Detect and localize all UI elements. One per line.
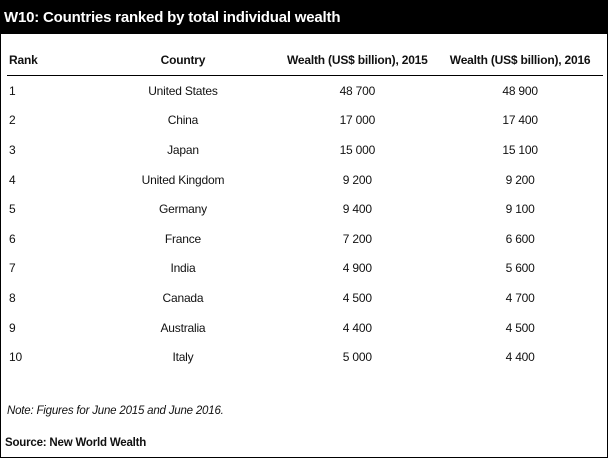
wealth-2016-cell: 17 400 — [502, 113, 538, 128]
table-row: 9 Australia 4 400 4 500 — [7, 313, 603, 343]
rank-cell: 8 — [9, 290, 16, 305]
country-cell: United Kingdom — [141, 172, 225, 187]
country-cell: India — [170, 261, 196, 276]
rank-cell: 5 — [9, 202, 16, 217]
rank-cell: 7 — [9, 261, 16, 276]
wealth-2016-cell: 4 400 — [505, 350, 535, 365]
table-row: 8 Canada 4 500 4 700 — [7, 283, 603, 313]
rank-cell: 2 — [9, 113, 16, 128]
rank-cell: 6 — [9, 231, 16, 246]
table-source: Source: New World Wealth — [5, 437, 147, 449]
wealth-2015-cell: 9 400 — [342, 202, 372, 217]
wealth-2016-cell: 48 900 — [502, 83, 538, 98]
country-cell: Italy — [172, 350, 194, 365]
table-row: 4 United Kingdom 9 200 9 200 — [7, 165, 603, 195]
table-row: 5 Germany 9 400 9 100 — [7, 194, 603, 224]
country-cell: Japan — [167, 142, 199, 157]
wealth-2015-cell: 15 000 — [339, 142, 376, 157]
country-cell: France — [164, 231, 202, 246]
column-header-wealth-2016: Wealth (US$ billion), 2016 — [437, 44, 603, 76]
wealth-2016-cell: 15 100 — [502, 142, 538, 157]
country-cell: China — [167, 113, 199, 128]
wealth-2015-cell: 5 000 — [342, 350, 372, 365]
rank-cell: 1 — [9, 83, 16, 98]
country-cell: United States — [148, 83, 218, 98]
column-header-wealth-2015: Wealth (US$ billion), 2015 — [277, 44, 438, 76]
wealth-2015-cell: 4 400 — [342, 320, 372, 335]
table-row: 6 France 7 200 6 600 — [7, 224, 603, 254]
wealth-2015-cell: 9 200 — [342, 172, 372, 187]
rank-cell: 3 — [9, 142, 16, 157]
wealth-2016-cell: 5 600 — [505, 261, 535, 276]
table-body: 1 United States 48 700 48 900 2 China 17 000 17… — [7, 76, 603, 372]
table-row: 2 China 17 000 17 400 — [7, 106, 603, 136]
table-row: 3 Japan 15 000 15 100 — [7, 135, 603, 165]
table-note: Note: Figures for June 2015 and June 201… — [7, 405, 224, 417]
wealth-table: Rank Country Wealth (US$ billion), 2015 … — [7, 44, 603, 372]
rank-cell: 9 — [9, 320, 16, 335]
column-header-rank: Rank — [7, 44, 89, 76]
wealth-2016-cell: 9 100 — [505, 202, 535, 217]
table-row: 1 United States 48 700 48 900 — [7, 76, 603, 106]
wealth-2016-cell: 9 200 — [505, 172, 535, 187]
wealth-2016-cell: 6 600 — [505, 231, 535, 246]
rank-cell: 4 — [9, 172, 16, 187]
wealth-2015-cell: 4 500 — [342, 290, 372, 305]
wealth-2015-cell: 17 000 — [339, 113, 376, 128]
country-cell: Australia — [160, 320, 206, 335]
column-header-country: Country — [88, 44, 278, 76]
wealth-2016-cell: 4 700 — [505, 290, 535, 305]
rank-cell: 10 — [9, 350, 22, 365]
table-header-row: Rank Country Wealth (US$ billion), 2015 … — [7, 44, 603, 76]
country-cell: Germany — [158, 202, 207, 217]
table-row: 7 India 4 900 5 600 — [7, 254, 603, 284]
wealth-2015-cell: 7 200 — [342, 231, 372, 246]
wealth-2016-cell: 4 500 — [505, 320, 535, 335]
table-row: 10 Italy 5 000 4 400 — [7, 342, 603, 372]
wealth-2015-cell: 48 700 — [339, 83, 376, 98]
wealth-2015-cell: 4 900 — [342, 261, 372, 276]
country-cell: Canada — [162, 290, 204, 305]
table-title: W10: Countries ranked by total individua… — [1, 1, 607, 34]
